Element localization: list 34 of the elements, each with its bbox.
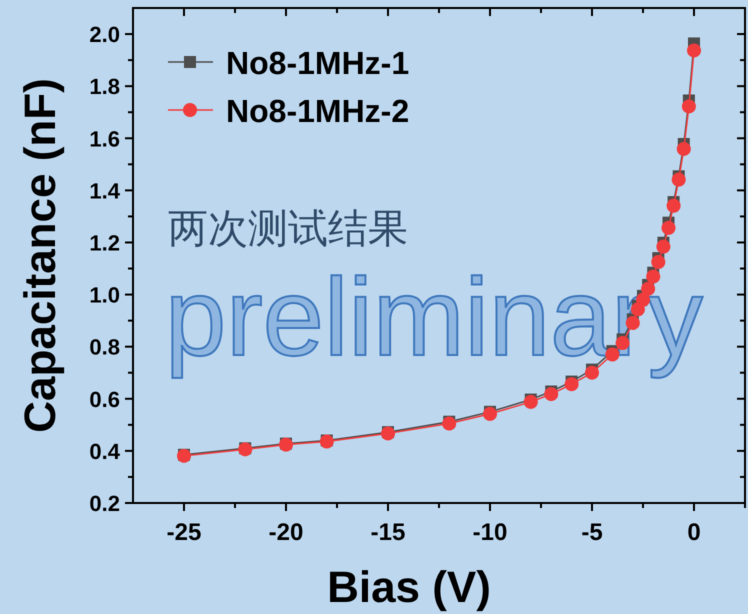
- point: [676, 142, 691, 156]
- point: [544, 387, 558, 402]
- x-tick-label: -20: [268, 519, 304, 546]
- legend-label: No8-1MHz-1: [226, 45, 410, 81]
- x-tick-label: -25: [166, 519, 202, 546]
- x-tick-label: 0: [687, 519, 701, 546]
- point: [483, 406, 497, 421]
- y-tick-label: 1.6: [89, 126, 120, 152]
- y-tick-label: 1.0: [89, 282, 120, 308]
- legend-label: No8-1MHz-2: [226, 93, 410, 129]
- y-tick-label: 1.2: [89, 230, 120, 256]
- annotation: 两次测试结果: [168, 206, 408, 252]
- point: [672, 172, 686, 187]
- y-tick-label: 1.4: [89, 178, 121, 204]
- point: [687, 43, 701, 58]
- point: [524, 394, 538, 409]
- x-tick-label: -10: [472, 519, 508, 546]
- y-axis-title: Capacitance (nF): [16, 78, 65, 433]
- point: [564, 377, 579, 392]
- y-tick-label: 1.8: [89, 74, 120, 100]
- point: [682, 99, 696, 114]
- y-tick-label: 0.2: [89, 491, 120, 516]
- point: [320, 434, 334, 449]
- y-tick-label: 0.4: [89, 438, 121, 464]
- y-tick-label: 2.0: [89, 22, 120, 48]
- point: [442, 416, 456, 431]
- x-tick-label: -5: [581, 519, 603, 546]
- x-axis-title: Bias (V): [327, 563, 491, 612]
- y-tick-label: 0.6: [89, 386, 120, 412]
- y-tick-label: 0.8: [89, 334, 120, 360]
- point: [656, 240, 670, 254]
- point: [666, 198, 681, 213]
- point: [662, 220, 676, 235]
- x-tick-label: -15: [370, 519, 406, 546]
